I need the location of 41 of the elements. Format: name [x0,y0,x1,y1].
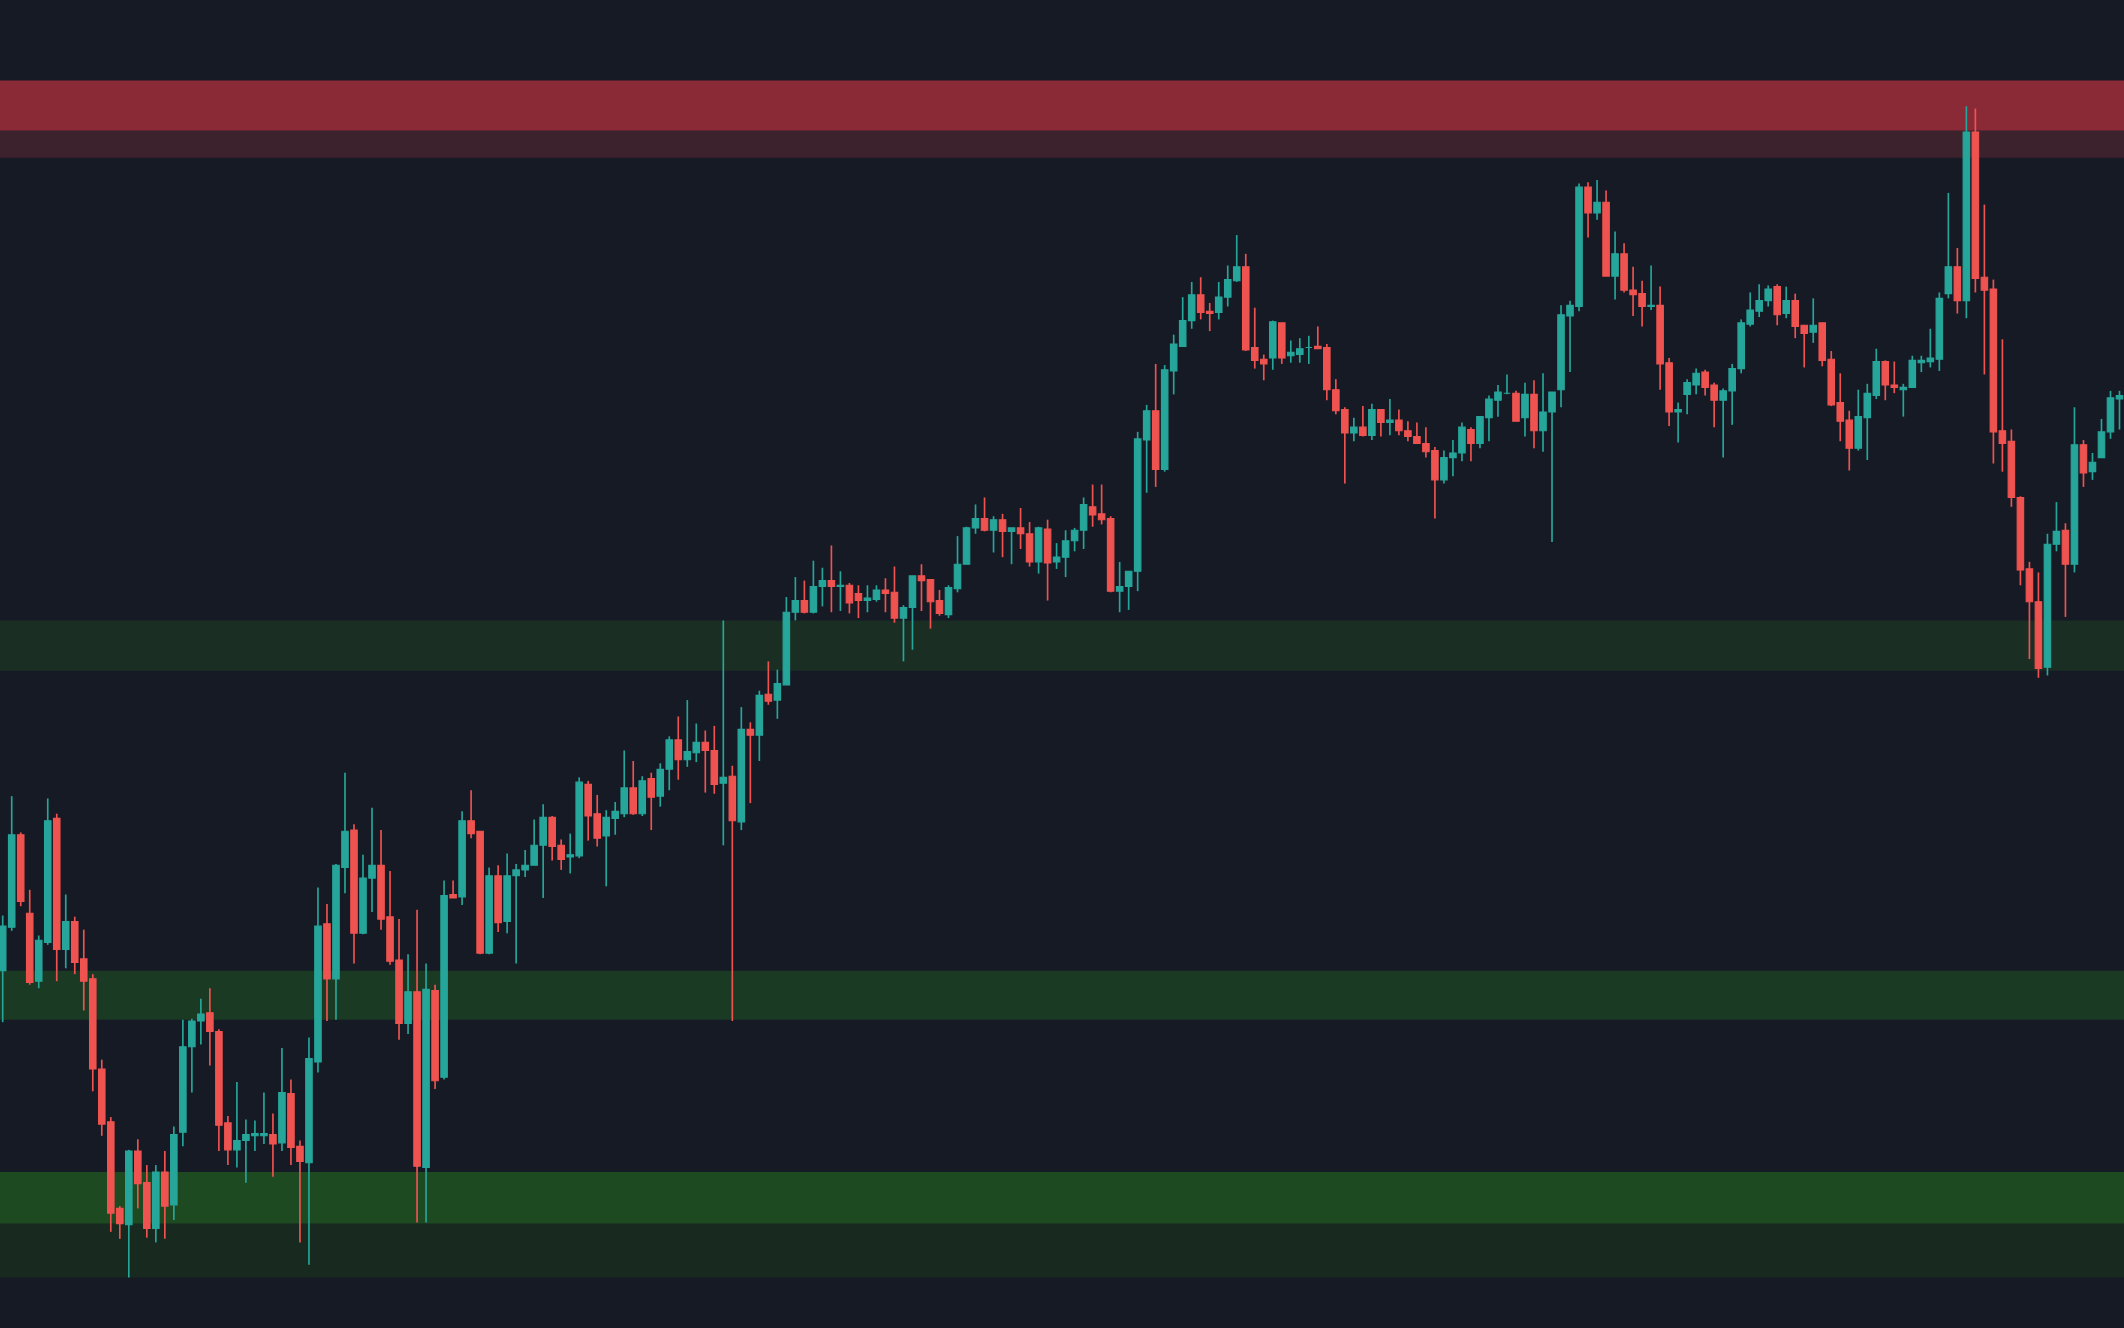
candlestick [1377,408,1385,438]
candlestick [1061,529,1070,578]
candlestick [719,619,728,847]
candlestick [2052,501,2061,553]
candlestick [1359,405,1367,438]
candlestick [269,1112,277,1178]
candlestick [827,544,836,614]
candlestick [971,503,980,535]
candlestick [2115,390,2124,431]
candlestick [674,715,683,781]
candlestick [917,563,926,612]
candlestick [980,496,989,533]
candlestick [2088,452,2097,481]
candlestick [935,589,944,617]
candlestick [764,660,773,706]
candlestick [1350,416,1358,443]
candlestick [1611,230,1619,301]
candlestick [1007,527,1016,566]
candlestick [1809,297,1818,344]
candlestick [818,566,827,608]
candlestick [647,771,656,831]
candlestick [746,721,755,804]
candlestick [845,582,854,615]
candlestick [1782,285,1791,320]
candlestick [800,579,809,615]
candlestick [1052,542,1061,570]
candlestick [1386,398,1394,437]
candlestick [1998,338,2007,473]
candlestick [1467,426,1475,462]
candlestick [1521,381,1529,438]
candlestick [926,578,935,630]
candlestick [1674,401,1682,444]
candlestick [899,604,908,663]
candlestick [1647,264,1655,311]
candlestick [881,577,890,614]
candlestick [1016,507,1025,550]
candlestick [998,513,1007,559]
candlestick [854,584,863,619]
candlestick [449,879,457,899]
candlestick [1593,179,1601,221]
candlestick [989,515,998,554]
